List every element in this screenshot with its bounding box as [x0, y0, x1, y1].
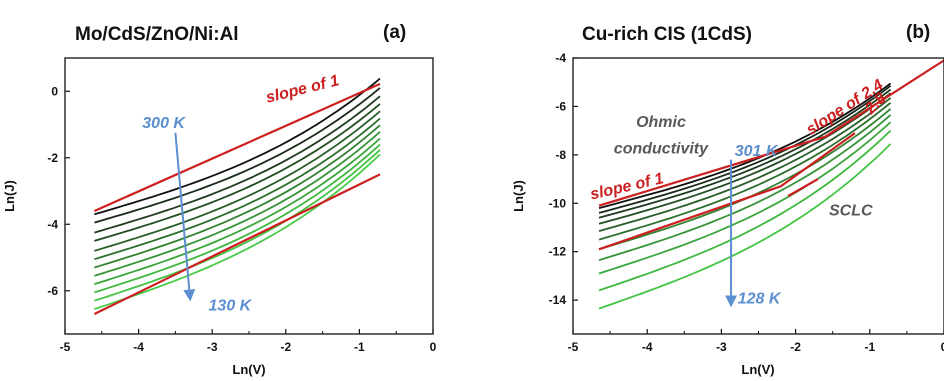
x-tick-label: -5: [568, 340, 579, 354]
panel-b-curve-3: [598, 92, 892, 225]
panel-b-yticks: -4 -6 -8 -10 -12 -14: [549, 51, 578, 307]
y-tick-label: -2: [47, 151, 58, 165]
panel-b-curve-1: [598, 85, 892, 214]
panel-b-curve-7: [598, 114, 892, 262]
x-tick-label: -2: [280, 340, 291, 354]
annotation: 300 K: [142, 115, 186, 132]
panel-a-reference-line-1: [93, 173, 381, 315]
x-tick-label: 0: [941, 340, 944, 354]
panel-a-temperature-arrow: [174, 132, 196, 302]
y-tick-label: -10: [549, 196, 567, 210]
x-tick-label: -4: [133, 340, 144, 354]
y-tick-label: -14: [549, 293, 567, 307]
annotation: 301 K: [735, 143, 779, 160]
panel-a-ylabel: Ln(J): [2, 180, 17, 212]
x-tick-label: -3: [207, 340, 218, 354]
panel-a-curve-0: [94, 77, 381, 216]
y-tick-label: 0: [51, 84, 58, 98]
panel-a-curve-6: [94, 124, 381, 269]
panel-a-curve-2: [94, 95, 381, 234]
panel-a-label: (a): [383, 22, 406, 43]
panel-a-reference-line-0: [93, 82, 381, 213]
panel-b-curve-4: [598, 97, 892, 232]
panel-a-curve-11: [94, 153, 381, 310]
annotation: 130 K: [209, 298, 253, 315]
panel-a-yticks: 0 -2 -4 -6: [47, 84, 70, 298]
panel-a-curve-10: [94, 149, 381, 302]
annotation: 128 K: [738, 291, 782, 308]
x-tick-label: 0: [430, 340, 437, 354]
x-tick-label: -4: [642, 340, 653, 354]
panel-b-curve-10: [598, 143, 892, 310]
panel-b-reference-line-2: [787, 178, 819, 197]
panel-a-curve-5: [94, 117, 381, 261]
y-tick-label: -4: [555, 51, 566, 65]
annotation: slope of 1: [264, 72, 341, 107]
panel-a-curve-8: [94, 137, 381, 285]
panel-a-curve-1: [94, 87, 381, 224]
panel-b-ylabel: Ln(J): [511, 180, 526, 212]
panel-b: Cu-rich CIS (1CdS) (b) -5-4-3-2-10 -4-6-…: [511, 22, 944, 377]
panel-b-curve-9: [598, 129, 892, 292]
annotation: Ohmic: [636, 114, 686, 131]
x-tick-label: -1: [864, 340, 875, 354]
panel-a-annotations: slope of 1 300 K 130 K: [142, 72, 341, 315]
panel-a-curve-7: [94, 131, 381, 277]
y-tick-label: -8: [555, 148, 566, 162]
panel-b-curve-8: [598, 121, 892, 275]
panel-a-curve-9: [94, 143, 381, 294]
panel-a-data: [93, 77, 381, 315]
y-tick-label: -6: [47, 284, 58, 298]
panel-b-curve-0: [598, 82, 892, 209]
y-tick-label: -12: [549, 245, 567, 259]
panel-a-xlabel: Ln(V): [232, 362, 265, 377]
panel-a: Mo/CdS/ZnO/Ni:Al (a) -5 -4 -3 -2 -1 0 0 -2 -4 -6…: [2, 22, 437, 377]
panel-a-curve-4: [94, 110, 381, 252]
panel-b-curve-2: [598, 88, 892, 219]
annotation: SCLC: [829, 202, 873, 219]
panel-a-curve-3: [94, 103, 381, 242]
panel-b-reference-line-1: [598, 132, 856, 251]
panel-b-xlabel: Ln(V): [741, 362, 774, 377]
y-tick-label: -4: [47, 217, 58, 231]
panel-a-xticks: -5 -4 -3 -2 -1 0: [60, 329, 437, 354]
x-tick-label: -2: [790, 340, 801, 354]
x-tick-label: -1: [354, 340, 365, 354]
x-tick-label: -5: [60, 340, 71, 354]
panel-b-title: Cu-rich CIS (1CdS): [582, 24, 752, 45]
y-tick-label: -6: [555, 99, 566, 113]
panel-b-curve-5: [598, 102, 892, 241]
annotation: conductivity: [614, 141, 709, 158]
panel-b-data: [598, 59, 944, 310]
panel-b-xticks: -5 -4 -3 -2 -1 0: [568, 329, 944, 354]
panel-a-title: Mo/CdS/ZnO/Ni:Al: [75, 24, 239, 45]
x-tick-label: -3: [716, 340, 727, 354]
panel-b-label: (b): [906, 22, 930, 43]
panel-b-reference-line-0: [598, 59, 944, 207]
